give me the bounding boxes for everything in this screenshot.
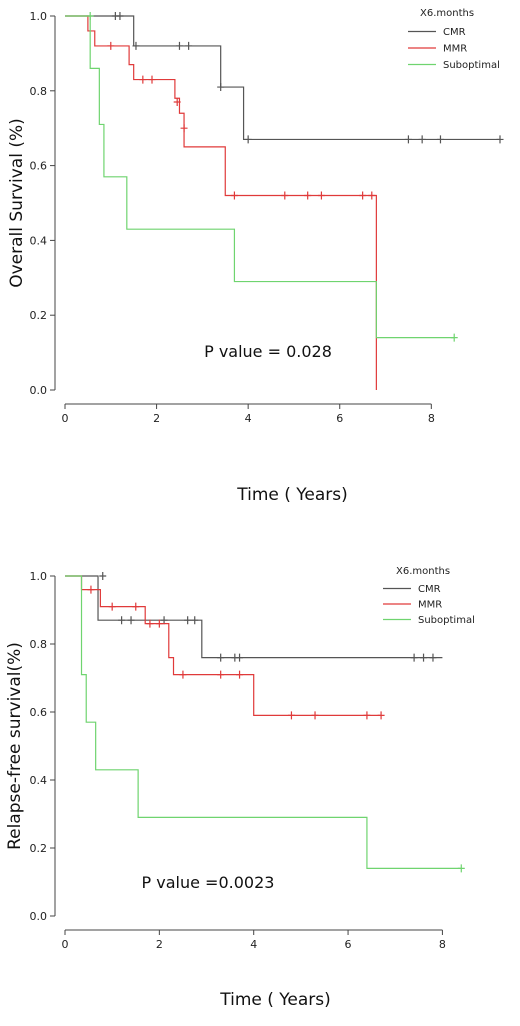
censor-mark [217, 670, 225, 679]
y-tick-label: 0.0 [30, 384, 48, 397]
relapse-free-survival-panel: 0 2 4 6 8 0.0 0.2 0.4 0.6 0.8 1.0 Relapse-free surv… [0, 510, 520, 1026]
censor-mark [230, 191, 238, 200]
y-tick-label: 0.4 [30, 234, 48, 247]
y-tick-label: 0.0 [30, 910, 48, 923]
series-mmr [65, 575, 385, 720]
censor-mark [179, 670, 187, 679]
legend-label-mmr: MMR [418, 600, 442, 611]
censor-mark [107, 41, 115, 50]
y-tick-label: 0.6 [30, 706, 48, 719]
survival-curve-suboptimal [65, 15, 455, 339]
censor-mark [304, 191, 312, 200]
legend-label-cmr: CMR [443, 27, 466, 38]
censor-mark [363, 711, 371, 720]
censor-mark [185, 41, 193, 50]
censor-mark [404, 135, 412, 144]
series-cmr [65, 572, 443, 662]
x-tick-label: 0 [62, 412, 69, 425]
y-axis-title: Relapse-free survival(%) [5, 642, 25, 850]
censor-mark [281, 191, 289, 200]
censor-mark [99, 572, 107, 580]
legend-title: X6.months [420, 8, 474, 19]
censor-mark [311, 711, 319, 720]
censor-mark [450, 333, 458, 342]
x-axis-title: Time ( Years) [219, 990, 331, 1010]
censor-mark [116, 12, 124, 20]
p-value-annotation: P value = 0.028 [204, 342, 332, 361]
censor-mark [368, 191, 376, 200]
censor-mark [160, 616, 168, 625]
censor-mark [173, 98, 181, 107]
censor-mark [87, 585, 95, 594]
y-tick-label: 0.2 [30, 309, 48, 322]
censor-mark [244, 135, 252, 144]
series-suboptimal [65, 12, 458, 342]
censor-mark [236, 653, 244, 662]
y-axis-title: Overall Survival (%) [7, 118, 27, 288]
p-value-annotation: P value =0.0023 [142, 873, 275, 892]
censor-mark [191, 616, 199, 625]
y-tick-label: 0.4 [30, 774, 48, 787]
censor-mark [127, 616, 135, 625]
censor-mark [139, 75, 147, 84]
overall-survival-panel: 0 2 4 6 8 0.0 0.2 0.4 0.6 0.8 1.0 Overall Survival … [0, 0, 520, 510]
relapse-free-survival-chart: 0 2 4 6 8 0.0 0.2 0.4 0.6 0.8 1.0 Relapse-free surv… [5, 566, 475, 1010]
x-tick-label: 2 [156, 938, 163, 951]
censor-mark [420, 653, 428, 662]
y-tick-label: 0.2 [30, 842, 48, 855]
x-tick-label: 6 [345, 938, 352, 951]
series-cmr [65, 12, 504, 144]
censor-mark [108, 602, 116, 611]
legend-label-suboptimal: Suboptimal [443, 60, 500, 71]
x-tick-label: 6 [336, 412, 343, 425]
censor-mark [217, 653, 225, 662]
legend-label-suboptimal: Suboptimal [418, 615, 475, 626]
legend-label-mmr: MMR [443, 44, 467, 55]
censor-mark [118, 616, 126, 625]
x-tick-label: 8 [428, 412, 435, 425]
censor-mark [457, 864, 465, 873]
x-axis-title: Time ( Years) [236, 485, 348, 505]
survival-curve-mmr [65, 15, 377, 390]
censor-mark [86, 12, 94, 20]
censor-mark [132, 41, 140, 50]
y-tick-label: 0.6 [30, 160, 48, 173]
censor-mark [132, 602, 140, 611]
censor-mark [410, 653, 418, 662]
censor-mark [377, 711, 385, 720]
y-tick-label: 0.8 [30, 85, 48, 98]
censor-mark [146, 619, 154, 628]
x-tick-label: 2 [153, 412, 160, 425]
overall-survival-chart: 0 2 4 6 8 0.0 0.2 0.4 0.6 0.8 1.0 Overall Survival … [7, 8, 504, 505]
y-tick-label: 0.8 [30, 638, 48, 651]
censor-mark [180, 124, 188, 133]
x-tick-label: 4 [250, 938, 257, 951]
legend-title: X6.months [396, 566, 450, 577]
series-suboptimal [65, 575, 465, 873]
y-tick-label: 1.0 [30, 10, 48, 23]
x-tick-label: 8 [439, 938, 446, 951]
censor-mark [236, 670, 244, 679]
censor-mark [317, 191, 325, 200]
y-tick-label: 1.0 [30, 570, 48, 583]
survival-curve-mmr [65, 575, 382, 716]
censor-mark [418, 135, 426, 144]
series-mmr [65, 15, 377, 390]
censor-mark [496, 135, 504, 144]
censor-mark [217, 83, 225, 92]
censor-mark [429, 653, 437, 662]
legend-label-cmr: CMR [418, 584, 441, 595]
censor-mark [287, 711, 295, 720]
x-tick-label: 0 [62, 938, 69, 951]
survival-curve-suboptimal [65, 575, 462, 869]
censor-mark [184, 616, 192, 625]
x-tick-label: 4 [245, 412, 252, 425]
survival-curve-cmr [65, 15, 500, 141]
censor-mark [155, 619, 163, 628]
censor-mark [436, 135, 444, 144]
censor-mark [175, 41, 183, 50]
censor-mark [359, 191, 367, 200]
censor-mark [148, 75, 156, 84]
